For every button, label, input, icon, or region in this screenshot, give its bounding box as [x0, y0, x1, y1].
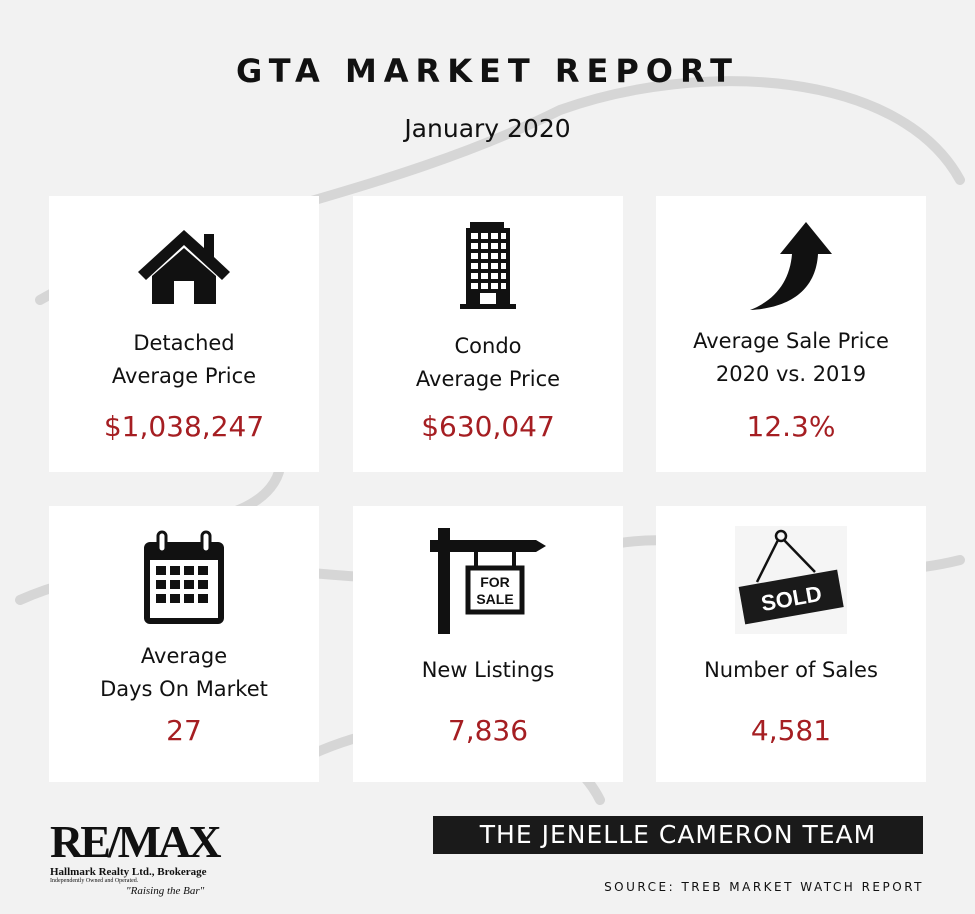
- remax-logo: RE/MAX Hallmark Realty Ltd., Brokerage I…: [50, 818, 230, 898]
- team-banner: THE JENELLE CAMERON TEAM: [433, 816, 923, 854]
- card-value: 27: [166, 714, 202, 747]
- card-label: New Listings: [421, 658, 555, 682]
- card-number-of-sales: SOLD Number of Sales 4,581: [656, 506, 926, 782]
- calendar-icon: [49, 528, 319, 632]
- page-subtitle: January 2020: [404, 114, 571, 143]
- building-icon: [353, 220, 623, 310]
- for-sale-sign-text: FOR: [480, 574, 510, 590]
- card-value: 7,836: [447, 714, 529, 747]
- card-label: Condo: [454, 334, 522, 358]
- card-detached: Detached Average Price $1,038,247: [49, 196, 319, 472]
- card-value: 12.3%: [746, 410, 836, 443]
- card-average-sale-price: Average Sale Price 2020 vs. 2019 12.3%: [656, 196, 926, 472]
- card-days-on-market: Average Days On Market 27: [49, 506, 319, 782]
- arrow-up-icon: [656, 220, 926, 312]
- card-label: 2020 vs. 2019: [715, 362, 867, 386]
- card-label: Detached: [133, 331, 235, 355]
- card-label: Average Price: [111, 364, 257, 388]
- card-label: Number of Sales: [704, 658, 878, 682]
- for-sale-sign-text: SALE: [476, 591, 513, 607]
- sold-sign-icon: SOLD: [656, 526, 926, 634]
- card-value: 4,581: [750, 714, 832, 747]
- for-sale-sign-icon: FOR SALE: [353, 524, 623, 636]
- card-label: Average Sale Price: [693, 329, 889, 353]
- card-label: Days On Market: [100, 677, 268, 701]
- brokerage-name: Hallmark Realty Ltd., Brokerage: [50, 866, 207, 878]
- page-title: GTA MARKET REPORT: [235, 52, 739, 90]
- brokerage-tagline: "Raising the Bar": [126, 885, 205, 897]
- card-condo: Condo Average Price $630,047: [353, 196, 623, 472]
- house-icon: [49, 226, 319, 306]
- card-label: Average: [140, 644, 228, 668]
- card-value: $630,047: [421, 410, 555, 443]
- brokerage-owned: Independently Owned and Operated.: [50, 878, 139, 884]
- source-note: SOURCE: TREB MARKET WATCH REPORT: [604, 880, 924, 894]
- card-new-listings: FOR SALE New Listings 7,836: [353, 506, 623, 782]
- card-label: Average Price: [415, 367, 561, 391]
- remax-wordmark: RE/MAX: [50, 816, 222, 867]
- card-value: $1,038,247: [103, 410, 265, 443]
